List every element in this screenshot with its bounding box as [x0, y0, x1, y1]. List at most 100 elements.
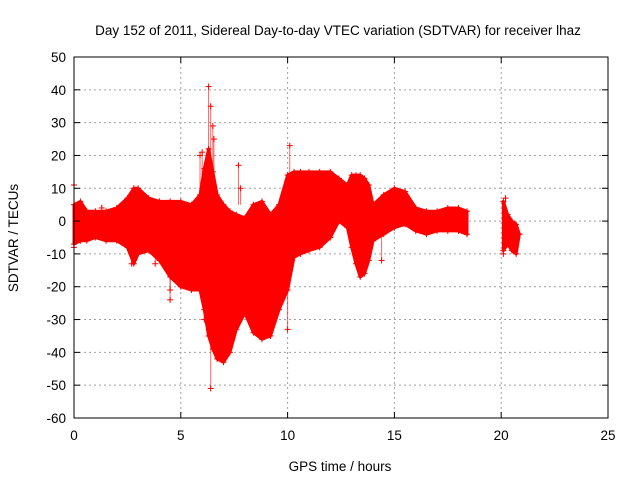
edge-marker — [124, 244, 131, 251]
edge-marker — [513, 221, 520, 228]
outlier-point — [152, 260, 159, 267]
edge-marker — [344, 181, 351, 188]
edge-marker — [156, 257, 163, 264]
edge-marker — [370, 201, 377, 208]
edge-marker — [188, 287, 195, 294]
edge-marker — [145, 247, 152, 254]
edge-marker — [365, 257, 372, 264]
edge-marker — [233, 326, 240, 333]
x-tick-label: 20 — [494, 428, 509, 443]
y-tick-label: -10 — [46, 247, 66, 262]
edge-marker — [402, 221, 409, 228]
edge-marker — [391, 224, 398, 231]
edge-marker — [361, 270, 368, 277]
outlier-point — [209, 122, 216, 129]
edge-marker — [267, 332, 274, 339]
edge-marker — [250, 329, 257, 336]
edge-marker — [197, 287, 204, 294]
edge-marker — [220, 359, 227, 366]
edge-marker — [135, 185, 142, 192]
edge-marker — [145, 195, 152, 202]
outlier-point — [167, 287, 174, 294]
outlier-point — [235, 162, 242, 169]
edge-marker — [258, 198, 265, 205]
edge-marker — [504, 211, 511, 218]
edge-marker — [335, 218, 342, 225]
edge-marker — [344, 224, 351, 231]
edge-marker — [513, 250, 520, 257]
y-tick-label: 40 — [51, 83, 66, 98]
edge-marker — [233, 211, 240, 218]
main-data-band — [72, 147, 469, 364]
y-tick-label: 20 — [51, 148, 66, 163]
edge-marker — [464, 208, 471, 215]
edge-marker — [402, 188, 409, 195]
x-tick-label: 25 — [600, 428, 615, 443]
edge-marker — [316, 244, 323, 251]
edge-marker — [508, 247, 515, 254]
outlier-point — [378, 257, 385, 264]
edge-marker — [113, 237, 120, 244]
plot-frame — [73, 56, 609, 419]
edge-marker — [276, 201, 283, 208]
edge-marker — [444, 227, 451, 234]
edge-marker — [83, 208, 90, 215]
y-tick-label: -30 — [46, 313, 66, 328]
edge-marker — [327, 234, 334, 241]
edge-marker — [335, 175, 342, 182]
outlier-point — [207, 103, 214, 110]
edge-marker — [365, 181, 372, 188]
grid — [74, 57, 608, 418]
outlier-point — [502, 195, 509, 202]
edge-marker — [241, 309, 248, 316]
edge-marker — [250, 201, 257, 208]
y-tick-label: -60 — [46, 411, 66, 426]
edge-marker — [103, 237, 110, 244]
edge-marker — [444, 204, 451, 211]
edge-marker — [156, 198, 163, 205]
edge-marker — [464, 231, 471, 238]
y-tick-label: -50 — [46, 378, 66, 393]
edge-marker — [214, 355, 221, 362]
edge-marker — [327, 168, 334, 175]
edge-marker — [167, 198, 174, 205]
outlier-point — [237, 185, 244, 192]
edge-marker — [412, 227, 419, 234]
edge-marker — [516, 231, 523, 238]
outlier-point — [199, 149, 206, 156]
edge-marker — [361, 175, 368, 182]
x-axis-label: GPS time / hours — [289, 459, 392, 474]
outlier-point — [98, 204, 105, 211]
edge-marker — [291, 254, 298, 261]
chart-title: Day 152 of 2011, Sidereal Day-to-day VTE… — [95, 23, 581, 38]
edge-marker — [92, 208, 99, 215]
edge-marker — [177, 283, 184, 290]
outlier-point — [286, 142, 293, 149]
edge-marker — [291, 168, 298, 175]
edge-marker — [276, 306, 283, 313]
y-tick-label: -40 — [46, 345, 66, 360]
edge-marker — [267, 211, 274, 218]
edge-marker — [434, 227, 441, 234]
y-tick-label: -20 — [46, 280, 66, 295]
edge-marker — [508, 218, 515, 225]
edge-marker — [423, 231, 430, 238]
x-tick-label: 0 — [70, 428, 78, 443]
outlier-point — [128, 260, 135, 267]
edge-marker — [455, 227, 462, 234]
edge-marker — [77, 198, 84, 205]
edge-marker — [412, 204, 419, 211]
edge-marker — [370, 237, 377, 244]
edge-marker — [113, 204, 120, 211]
y-tick-label: 30 — [51, 116, 66, 131]
y-tick-label: 0 — [58, 214, 66, 229]
x-tick-label: 10 — [280, 428, 295, 443]
data-layer — [71, 83, 523, 392]
edge-marker — [226, 208, 233, 215]
edge-marker — [177, 198, 184, 205]
edge-marker — [258, 336, 265, 343]
outlier-point — [210, 136, 217, 143]
y-tick-label: 50 — [51, 50, 66, 65]
late-data-band — [501, 199, 521, 256]
